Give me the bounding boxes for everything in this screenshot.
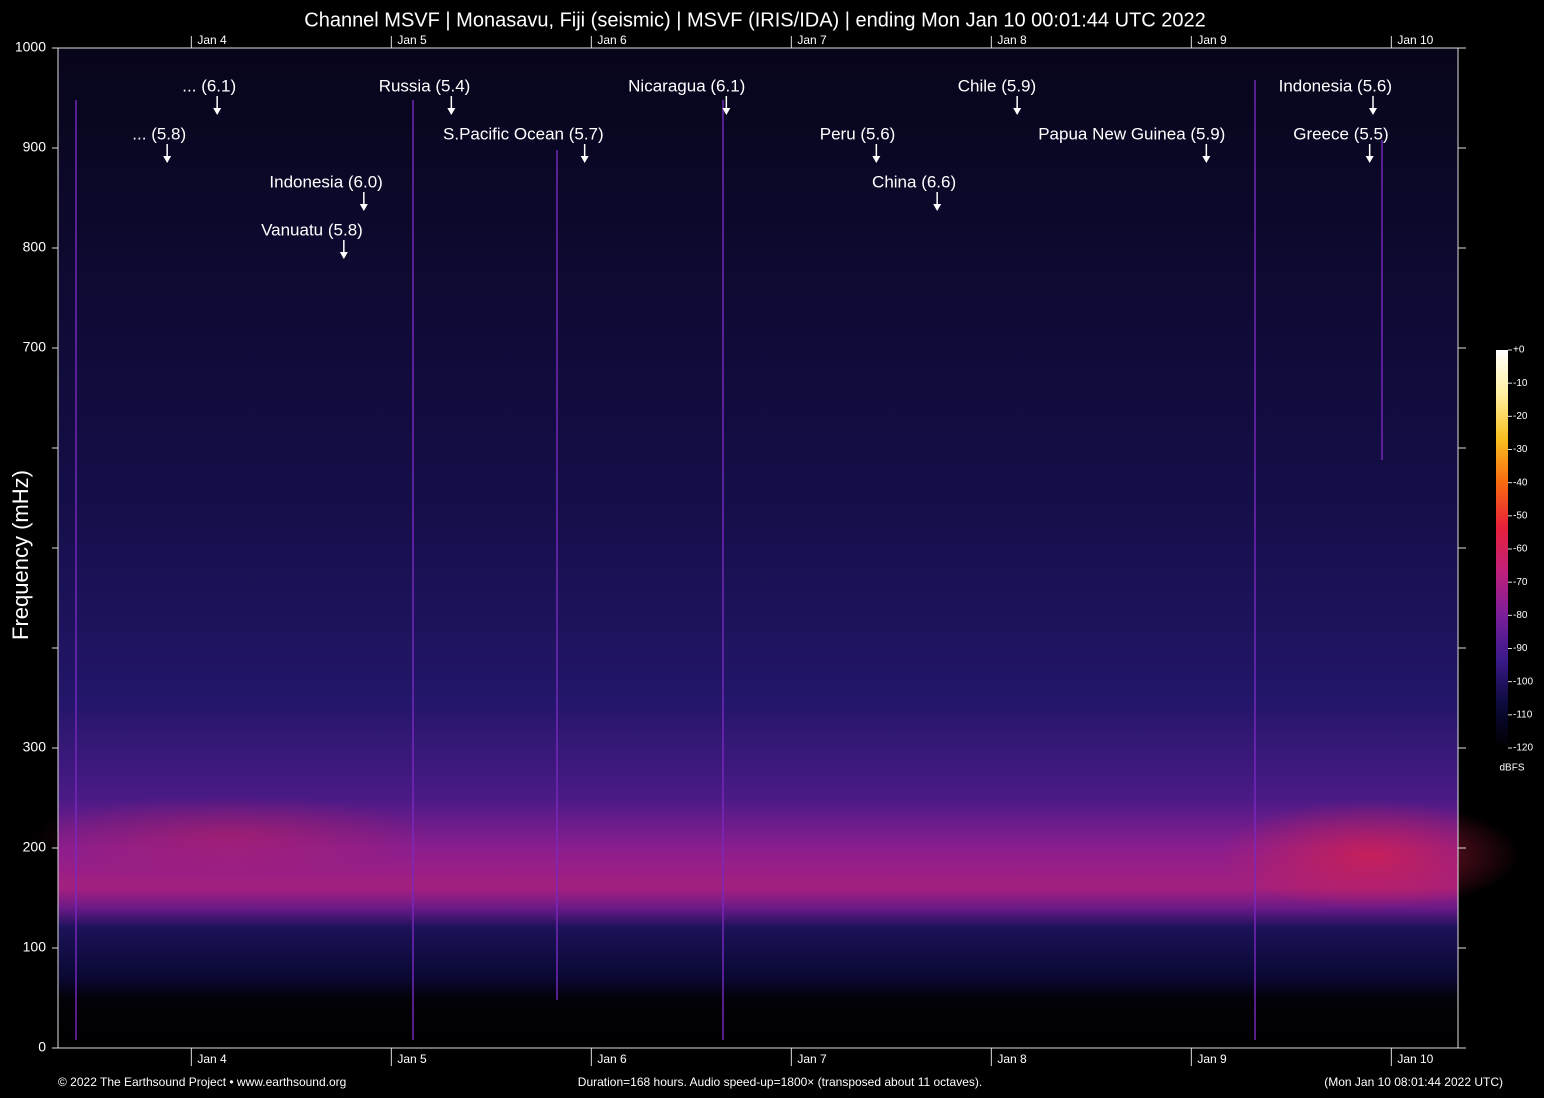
- x-tick-label: Jan 9: [1197, 1052, 1227, 1066]
- y-tick-label: 0: [38, 1039, 46, 1055]
- annotation-arrow: [447, 96, 456, 115]
- annotation-label: ... (5.8): [132, 124, 186, 143]
- colorbar-tick-label: -70: [1513, 577, 1528, 588]
- spectrogram: [58, 48, 1458, 1048]
- x-tick-label-top: Jan 9: [1197, 33, 1227, 47]
- footer-center: Duration=168 hours. Audio speed-up=1800×…: [578, 1075, 982, 1089]
- colorbar-tick-label: -90: [1513, 643, 1528, 654]
- colorbar-tick-label: -80: [1513, 610, 1528, 621]
- event-streaks: [75, 80, 1383, 1040]
- annotation-arrow: [722, 96, 731, 115]
- spectrogram-hotspot: [30, 795, 430, 875]
- colorbar-tick-label: -100: [1513, 676, 1533, 687]
- x-tick-label: Jan 5: [397, 1052, 427, 1066]
- annotation-arrow: [933, 192, 942, 211]
- x-tick-label: Jan 7: [797, 1052, 827, 1066]
- annotation-label: Nicaragua (6.1): [628, 76, 745, 95]
- annotation-label: Indonesia (5.6): [1279, 76, 1392, 95]
- annotation-label: Chile (5.9): [958, 76, 1036, 95]
- annotation-label: ... (6.1): [182, 76, 236, 95]
- colorbar-tick-label: -120: [1513, 743, 1533, 754]
- colorbar-tick-label: -20: [1513, 411, 1528, 422]
- annotation-label: Peru (5.6): [820, 124, 896, 143]
- x-tick-label: Jan 6: [597, 1052, 627, 1066]
- annotation-label: S.Pacific Ocean (5.7): [443, 124, 604, 143]
- colorbar-tick-label: -30: [1513, 444, 1528, 455]
- x-tick-label-top: Jan 7: [797, 33, 827, 47]
- annotation-arrow: [339, 240, 348, 259]
- x-tick-label: Jan 8: [997, 1052, 1027, 1066]
- annotation-label: Indonesia (6.0): [269, 172, 382, 191]
- annotation-label: Vanuatu (5.8): [261, 220, 363, 239]
- y-tick-label: 700: [23, 339, 47, 355]
- annotation-arrow: [1369, 96, 1377, 115]
- footer-right: (Mon Jan 10 08:01:44 2022 UTC): [1324, 1075, 1503, 1089]
- colorbar-tick-label: -10: [1513, 378, 1528, 389]
- x-tick-label-top: Jan 6: [597, 33, 627, 47]
- y-tick-label: 100: [23, 939, 47, 955]
- colorbar-tick-label: -60: [1513, 544, 1528, 555]
- annotation-arrow: [359, 192, 368, 211]
- annotation-arrow: [163, 144, 172, 163]
- x-tick-label-top: Jan 10: [1397, 33, 1433, 47]
- annotation-label: Russia (5.4): [379, 76, 471, 95]
- chart-title: Channel MSVF | Monasavu, Fiji (seismic) …: [304, 9, 1206, 31]
- annotation-label: Greece (5.5): [1293, 124, 1388, 143]
- annotation-label: China (6.6): [872, 172, 956, 191]
- annotation-arrow: [213, 96, 222, 115]
- annotation-arrow: [1013, 96, 1022, 115]
- spectrogram-hotspot: [1220, 800, 1520, 910]
- colorbar-label: dBFS: [1499, 763, 1524, 774]
- footer-left: © 2022 The Earthsound Project • www.eart…: [58, 1075, 346, 1089]
- colorbar-tick-label: +0: [1513, 345, 1525, 356]
- x-tick-label-top: Jan 5: [397, 33, 427, 47]
- annotation-arrow: [1202, 144, 1211, 163]
- colorbar: [1496, 350, 1508, 748]
- x-tick-label-top: Jan 8: [997, 33, 1027, 47]
- y-axis-label: Frequency (mHz): [8, 470, 33, 640]
- annotation-arrow: [872, 144, 881, 163]
- y-tick-label: 800: [23, 239, 47, 255]
- y-tick-label: 900: [23, 139, 47, 155]
- y-tick-label: 300: [23, 739, 47, 755]
- annotation-label: Papua New Guinea (5.9): [1038, 124, 1225, 143]
- annotation-arrow: [1365, 144, 1374, 163]
- colorbar-tick-label: -110: [1513, 709, 1533, 720]
- colorbar-tick-label: -40: [1513, 477, 1528, 488]
- colorbar-tick-label: -50: [1513, 510, 1528, 521]
- annotation-arrow: [580, 144, 589, 163]
- x-tick-label: Jan 10: [1397, 1052, 1433, 1066]
- y-tick-label: 200: [23, 839, 47, 855]
- x-tick-label-top: Jan 4: [197, 33, 227, 47]
- x-tick-label: Jan 4: [197, 1052, 227, 1066]
- y-tick-label: 1000: [15, 39, 46, 55]
